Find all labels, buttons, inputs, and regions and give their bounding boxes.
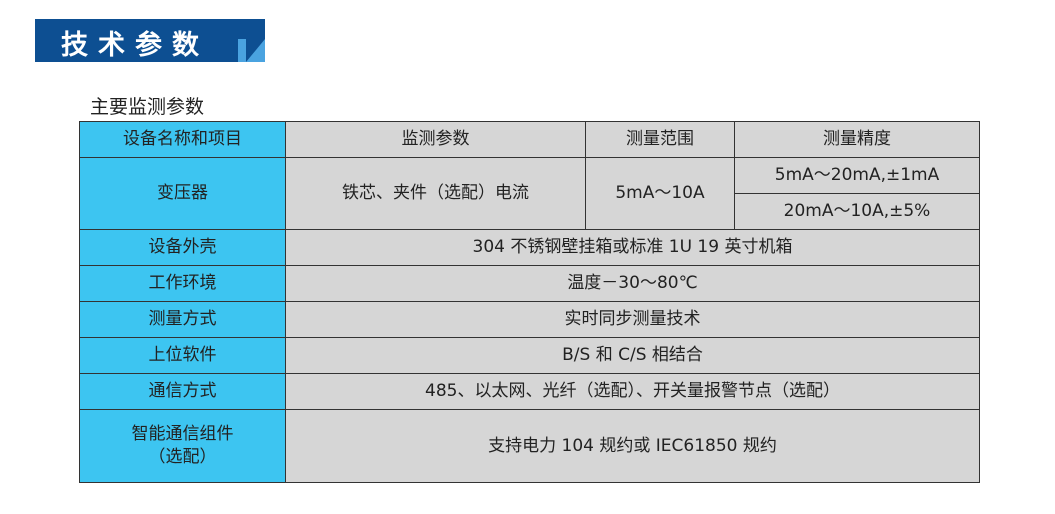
row-label: 智能通信组件 （选配） [79,409,286,483]
section-banner: 技术参数 [35,19,265,62]
row-label: 工作环境 [79,265,286,302]
table-cell: 铁芯、夹件（选配）电流 [285,157,586,230]
banner-fold [238,39,246,62]
table-cell: 5mA～20mA,±1mA [734,157,980,194]
header-cell: 测量精度 [734,121,980,158]
header-cell: 设备名称和项目 [79,121,286,158]
table-cell: 温度－30～80℃ [285,265,980,302]
row-label: 变压器 [79,157,286,230]
table-cell: 20mA～10A,±5% [734,193,980,230]
table-cell: 485、以太网、光纤（选配）、开关量报警节点（选配） [285,373,980,410]
table-cell: 304 不锈钢壁挂箱或标准 1U 19 英寸机箱 [285,229,980,266]
table-cell: 支持电力 104 规约或 IEC61850 规约 [285,409,980,483]
banner-fold-corner [246,39,265,62]
table-cell: 实时同步测量技术 [285,301,980,338]
section-title: 技术参数 [61,30,209,61]
header-cell: 监测参数 [285,121,586,158]
row-label: 上位软件 [79,337,286,374]
row-label: 通信方式 [79,373,286,410]
row-label: 测量方式 [79,301,286,338]
table-cell: 5mA～10A [585,157,735,230]
table-cell: B/S 和 C/S 相结合 [285,337,980,374]
header-cell: 测量范围 [585,121,735,158]
row-label: 设备外壳 [79,229,286,266]
table-caption: 主要监测参数 [90,96,205,118]
